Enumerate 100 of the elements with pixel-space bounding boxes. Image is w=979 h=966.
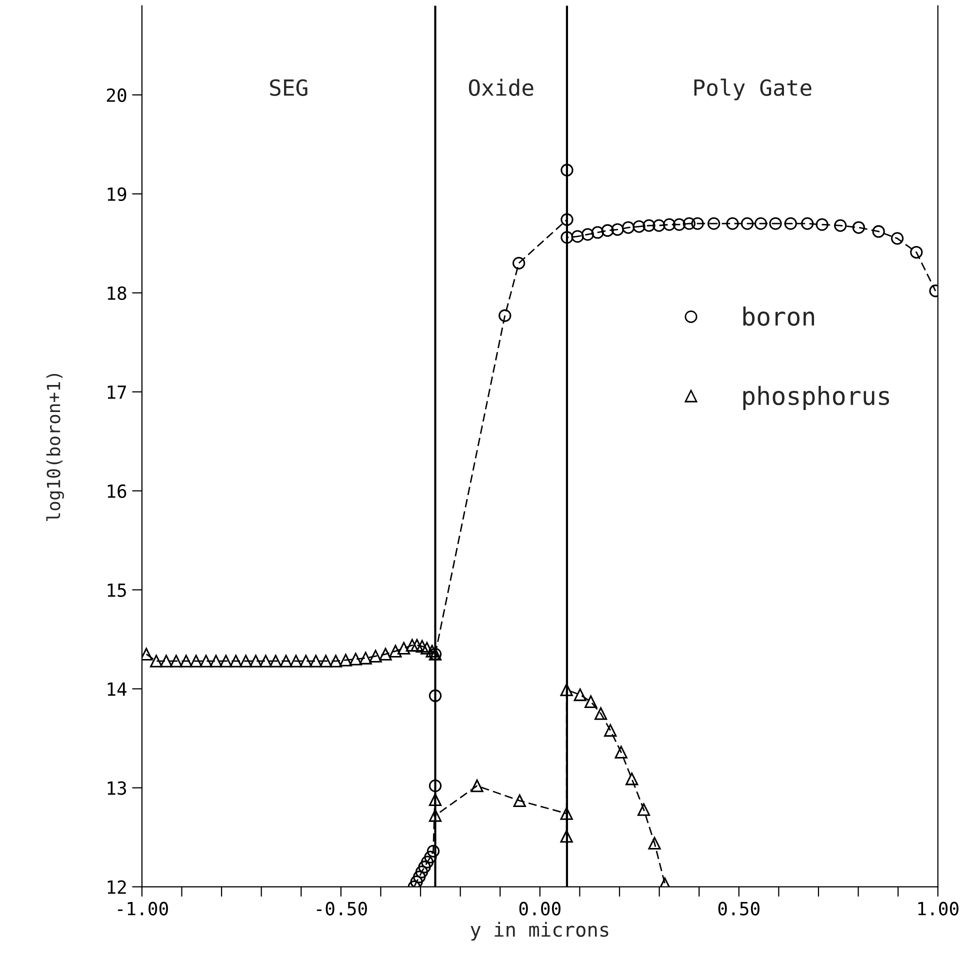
point xyxy=(424,850,437,864)
point xyxy=(426,644,438,658)
point xyxy=(428,780,442,792)
point xyxy=(410,638,424,652)
y-tick-label: 20 xyxy=(106,88,126,102)
point xyxy=(300,654,312,668)
point xyxy=(560,213,574,226)
point xyxy=(428,793,442,806)
point xyxy=(498,309,512,322)
annotation: Oxide xyxy=(468,78,534,96)
point xyxy=(249,654,262,668)
x-tick-label: -0.50 xyxy=(316,902,367,916)
y-tick-label: 18 xyxy=(108,286,126,300)
point xyxy=(512,256,526,270)
annotation: SEG xyxy=(270,79,308,96)
point xyxy=(190,654,202,668)
point xyxy=(708,217,720,230)
point xyxy=(816,218,828,231)
point xyxy=(339,654,352,666)
point xyxy=(872,225,885,238)
y-tick-label: 12 xyxy=(108,880,126,894)
y-axis-title: log10(boron+1) xyxy=(46,374,64,521)
point xyxy=(170,654,182,668)
point xyxy=(513,794,526,807)
point xyxy=(259,654,272,668)
point xyxy=(415,866,428,878)
y-tick-label: 19 xyxy=(108,187,126,202)
point xyxy=(801,217,814,230)
point xyxy=(784,217,797,230)
point xyxy=(601,224,614,237)
point xyxy=(319,654,332,668)
point xyxy=(672,218,686,231)
point xyxy=(626,772,638,786)
point xyxy=(220,654,232,668)
y-tick-label: 13 xyxy=(108,781,126,795)
x-tick-label: 1.00 xyxy=(918,902,958,916)
point xyxy=(560,683,573,696)
point xyxy=(470,780,484,792)
point xyxy=(160,654,173,668)
point xyxy=(410,876,423,887)
point xyxy=(420,642,434,655)
legend-label: phosphorus xyxy=(743,386,890,410)
point xyxy=(642,219,656,232)
point xyxy=(584,695,598,708)
point xyxy=(691,217,704,230)
x-tick-label: 0.00 xyxy=(519,902,560,916)
point xyxy=(200,654,212,668)
point xyxy=(142,648,153,660)
point xyxy=(726,217,739,230)
x-tick-label: -1.00 xyxy=(118,902,168,916)
point xyxy=(240,654,252,668)
point xyxy=(150,654,163,668)
point xyxy=(349,652,362,666)
point xyxy=(622,221,635,234)
point xyxy=(637,803,650,816)
point xyxy=(594,707,608,720)
point xyxy=(397,642,410,655)
point xyxy=(652,219,666,232)
point xyxy=(369,650,382,662)
point xyxy=(890,232,904,245)
point xyxy=(591,226,604,239)
legend-label: boron xyxy=(743,306,814,326)
point xyxy=(560,164,574,176)
point xyxy=(416,640,428,653)
y-tick-label: 15 xyxy=(108,584,126,597)
point xyxy=(769,217,782,230)
point xyxy=(413,870,426,884)
point xyxy=(662,218,676,231)
x-tick-label: 0.50 xyxy=(718,902,760,916)
point xyxy=(329,654,342,668)
point xyxy=(379,648,392,660)
point xyxy=(428,689,442,702)
point xyxy=(428,809,442,822)
point xyxy=(560,830,573,843)
point xyxy=(632,220,646,233)
point xyxy=(290,654,302,668)
y-tick-label: 14 xyxy=(108,682,127,696)
point xyxy=(571,230,584,243)
y-tick-label: 16 xyxy=(108,484,126,498)
point xyxy=(180,654,192,668)
point xyxy=(269,654,282,668)
point xyxy=(614,746,628,758)
point xyxy=(426,844,440,858)
point xyxy=(574,688,586,702)
point xyxy=(359,652,372,664)
point xyxy=(418,860,431,874)
annotation: Poly Gate xyxy=(694,78,812,100)
point xyxy=(280,654,292,668)
point xyxy=(648,836,661,850)
point xyxy=(406,638,418,652)
point xyxy=(389,644,402,658)
x-axis-title: y in microns xyxy=(470,922,608,941)
point xyxy=(581,228,594,241)
point xyxy=(740,217,754,230)
point xyxy=(230,654,242,668)
point xyxy=(910,246,923,259)
point xyxy=(852,221,866,234)
point xyxy=(420,856,434,868)
point xyxy=(560,231,574,244)
y-tick-label: 17 xyxy=(108,386,126,399)
